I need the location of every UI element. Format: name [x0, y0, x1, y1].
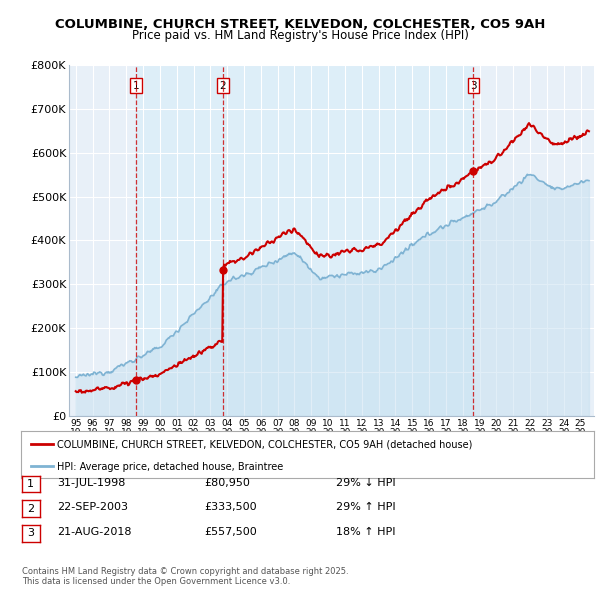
- Text: Contains HM Land Registry data © Crown copyright and database right 2025.
This d: Contains HM Land Registry data © Crown c…: [22, 567, 348, 586]
- Text: 1: 1: [27, 479, 34, 489]
- Text: 22-SEP-2003: 22-SEP-2003: [57, 503, 128, 512]
- Bar: [223, 65, 473, 416]
- Text: 29% ↓ HPI: 29% ↓ HPI: [336, 478, 395, 487]
- Text: 2: 2: [27, 504, 34, 513]
- Text: COLUMBINE, CHURCH STREET, KELVEDON, COLCHESTER, CO5 9AH (detached house): COLUMBINE, CHURCH STREET, KELVEDON, COLC…: [57, 440, 472, 450]
- Text: 29% ↑ HPI: 29% ↑ HPI: [336, 503, 395, 512]
- Text: 21-AUG-2018: 21-AUG-2018: [57, 527, 131, 537]
- Text: £80,950: £80,950: [204, 478, 250, 487]
- Text: COLUMBINE, CHURCH STREET, KELVEDON, COLCHESTER, CO5 9AH: COLUMBINE, CHURCH STREET, KELVEDON, COLC…: [55, 18, 545, 31]
- Text: 2: 2: [219, 81, 226, 91]
- Text: £333,500: £333,500: [204, 503, 257, 512]
- Text: 3: 3: [27, 529, 34, 538]
- Text: HPI: Average price, detached house, Braintree: HPI: Average price, detached house, Brai…: [57, 462, 283, 472]
- Text: 18% ↑ HPI: 18% ↑ HPI: [336, 527, 395, 537]
- Text: Price paid vs. HM Land Registry's House Price Index (HPI): Price paid vs. HM Land Registry's House …: [131, 30, 469, 42]
- Text: 1: 1: [133, 81, 139, 91]
- Text: 3: 3: [470, 81, 477, 91]
- Text: 31-JUL-1998: 31-JUL-1998: [57, 478, 125, 487]
- Text: £557,500: £557,500: [204, 527, 257, 537]
- Bar: [136, 65, 223, 416]
